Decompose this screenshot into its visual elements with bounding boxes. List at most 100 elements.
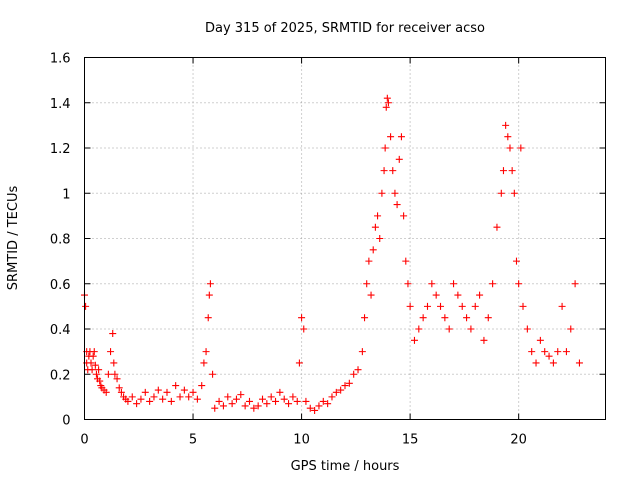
data-point [432, 291, 440, 299]
data-point [404, 280, 412, 288]
data-point [211, 404, 219, 412]
data-point [245, 397, 253, 405]
data-point [402, 257, 410, 265]
data-point [517, 144, 525, 152]
data-point [381, 144, 389, 152]
data-point [315, 402, 323, 410]
data-point [345, 379, 353, 387]
chart-title: Day 315 of 2025, SRMTID for receiver acs… [205, 21, 485, 36]
data-point [406, 302, 414, 310]
data-point [504, 133, 512, 141]
data-point [163, 388, 171, 396]
data-point [371, 223, 379, 231]
data-point [332, 388, 340, 396]
y-tick-label: 0.6 [50, 278, 71, 293]
y-tick-label: 0.8 [50, 233, 71, 248]
data-point [204, 314, 212, 322]
data-point [259, 395, 267, 403]
data-point [369, 246, 377, 254]
data-point [554, 348, 562, 356]
data-point [167, 397, 175, 405]
data-point [410, 336, 418, 344]
data-point [193, 395, 201, 403]
data-point [389, 167, 397, 175]
data-point [384, 99, 392, 107]
data-point [575, 359, 583, 367]
data-point [476, 291, 484, 299]
y-tick-label: 1 [62, 187, 70, 202]
data-point [428, 280, 436, 288]
data-point [380, 167, 388, 175]
data-point [337, 386, 345, 394]
data-point [110, 359, 118, 367]
data-point [92, 370, 100, 378]
data-point [219, 402, 227, 410]
x-tick-label: 15 [402, 433, 419, 448]
data-point [458, 302, 466, 310]
data-point [450, 280, 458, 288]
data-point [549, 359, 557, 367]
data-point [300, 325, 308, 333]
data-point [176, 393, 184, 401]
gridlines [84, 57, 606, 420]
y-axis-label: SRMTID / TECUs [6, 186, 21, 291]
data-point [154, 386, 162, 394]
data-point [467, 325, 475, 333]
data-point [202, 348, 210, 356]
data-point [306, 404, 314, 412]
data-point [393, 201, 401, 209]
data-point [324, 400, 332, 408]
data-point [374, 212, 382, 220]
data-point [541, 348, 549, 356]
data-point [159, 395, 167, 403]
data-point [198, 382, 206, 390]
data-point [146, 397, 154, 405]
data-point [519, 302, 527, 310]
data-point [90, 348, 98, 356]
data-point [172, 382, 180, 390]
data-point [124, 397, 132, 405]
data-point [117, 388, 125, 396]
data-point [376, 235, 384, 242]
data-point [89, 352, 97, 360]
x-tick-label: 10 [293, 433, 310, 448]
data-point [528, 348, 536, 356]
data-point [567, 325, 575, 333]
data-point [104, 370, 112, 378]
x-tick-label: 5 [189, 433, 197, 448]
data-point [285, 400, 293, 408]
data-point [445, 325, 453, 333]
data-point [493, 223, 501, 231]
data-point [311, 406, 319, 414]
data-point [382, 103, 390, 111]
data-point [499, 167, 507, 175]
data-point [363, 280, 371, 288]
data-point [96, 377, 104, 385]
data-point [387, 133, 395, 141]
data-point [441, 314, 449, 322]
data-point [206, 280, 214, 288]
data-point [484, 314, 492, 322]
data-point [133, 400, 141, 408]
data-point [250, 404, 258, 412]
data-point [280, 395, 288, 403]
data-point [328, 393, 336, 401]
y-tick-label: 1.6 [50, 52, 71, 67]
data-point [224, 393, 232, 401]
data-point [391, 189, 399, 197]
data-point [137, 395, 145, 403]
data-point [502, 121, 510, 129]
data-point [497, 189, 505, 197]
data-point [454, 291, 462, 299]
data-point [150, 393, 158, 401]
plot-frame [84, 57, 606, 420]
y-tick-label: 0.4 [50, 323, 71, 338]
data-point [419, 314, 427, 322]
data-point [115, 384, 123, 392]
data-point [471, 302, 479, 310]
data-point [523, 325, 531, 333]
data-point [200, 359, 208, 367]
data-point [180, 386, 188, 394]
data-point [400, 212, 408, 220]
data-point [562, 348, 570, 356]
